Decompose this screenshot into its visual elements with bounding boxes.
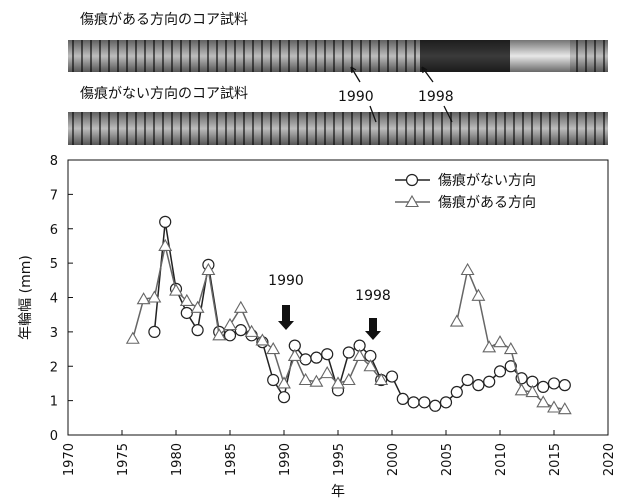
y-tick-label: 0 <box>50 429 58 444</box>
photo-annotation: 1998 <box>418 89 454 105</box>
y-tick-label: 2 <box>50 360 58 375</box>
photo-label: 傷痕がある方向のコア試料 <box>80 12 248 28</box>
annotation-arrow <box>278 305 294 330</box>
legend-label: 傷痕がある方向 <box>438 195 536 211</box>
y-axis-label: 年輪幅 (mm) <box>17 255 34 340</box>
point <box>268 375 279 386</box>
x-tick-label: 1975 <box>116 443 131 476</box>
annotation: 1998 <box>355 288 391 304</box>
point <box>462 375 473 386</box>
y-tick-label: 1 <box>50 395 58 410</box>
x-tick-label: 1970 <box>62 443 77 476</box>
point <box>322 349 333 360</box>
point <box>441 397 452 408</box>
point <box>235 325 246 336</box>
y-tick-label: 3 <box>50 326 58 341</box>
point <box>408 397 419 408</box>
point <box>548 402 560 413</box>
point <box>495 366 506 377</box>
point <box>300 374 312 385</box>
x-tick-label: 1985 <box>224 443 239 476</box>
point <box>505 343 517 354</box>
x-tick-label: 2020 <box>602 443 617 476</box>
point <box>311 352 322 363</box>
point <box>472 290 484 301</box>
point <box>430 400 441 411</box>
point <box>419 397 430 408</box>
point <box>549 378 560 389</box>
point <box>387 371 398 382</box>
y-tick-label: 6 <box>50 223 58 238</box>
point <box>300 354 311 365</box>
point <box>343 374 355 385</box>
point <box>451 316 463 327</box>
photo-label: 傷痕がない方向のコア試料 <box>80 86 248 102</box>
point <box>267 343 279 354</box>
point <box>354 350 366 361</box>
y-tick-label: 5 <box>50 257 58 272</box>
point <box>343 347 354 358</box>
point <box>235 302 247 313</box>
x-axis-label: 年 <box>331 484 345 499</box>
point <box>462 264 474 275</box>
x-tick-label: 2010 <box>494 443 509 476</box>
point <box>224 319 236 330</box>
legend-label: 傷痕がない方向 <box>438 173 536 189</box>
point <box>149 326 160 337</box>
x-tick-label: 2015 <box>548 443 563 476</box>
point <box>181 307 192 318</box>
y-tick-label: 8 <box>50 154 58 169</box>
core-photo <box>68 112 608 145</box>
annotation-arrow <box>365 318 381 340</box>
point <box>473 380 484 391</box>
point <box>127 333 139 344</box>
x-tick-label: 1995 <box>332 443 347 476</box>
x-tick-label: 1990 <box>278 443 293 476</box>
x-tick-label: 1980 <box>170 443 185 476</box>
point <box>516 384 528 395</box>
point <box>160 216 171 227</box>
point <box>494 336 506 347</box>
point <box>538 381 549 392</box>
point <box>484 376 495 387</box>
point <box>225 330 236 341</box>
point <box>397 393 408 404</box>
point <box>279 392 290 403</box>
y-tick-label: 4 <box>50 292 58 307</box>
point <box>407 175 418 186</box>
y-tick-label: 7 <box>50 188 58 203</box>
core-photo <box>68 40 608 72</box>
annotation: 1990 <box>268 273 304 289</box>
x-tick-label: 2005 <box>440 443 455 476</box>
point <box>451 387 462 398</box>
point <box>483 341 495 352</box>
point <box>192 325 203 336</box>
photo-annotation: 1990 <box>338 89 374 105</box>
figure: 傷痕がある方向のコア試料 傷痕がない方向のコア試料 1990 1998 0 1 2 3… <box>0 0 625 499</box>
point <box>559 380 570 391</box>
x-tick-label: 2000 <box>386 443 401 476</box>
chart: 0 1 2 3 4 5 6 7 8 1970 1975 1980 1985 1990 1995 2000 200… <box>17 154 617 499</box>
